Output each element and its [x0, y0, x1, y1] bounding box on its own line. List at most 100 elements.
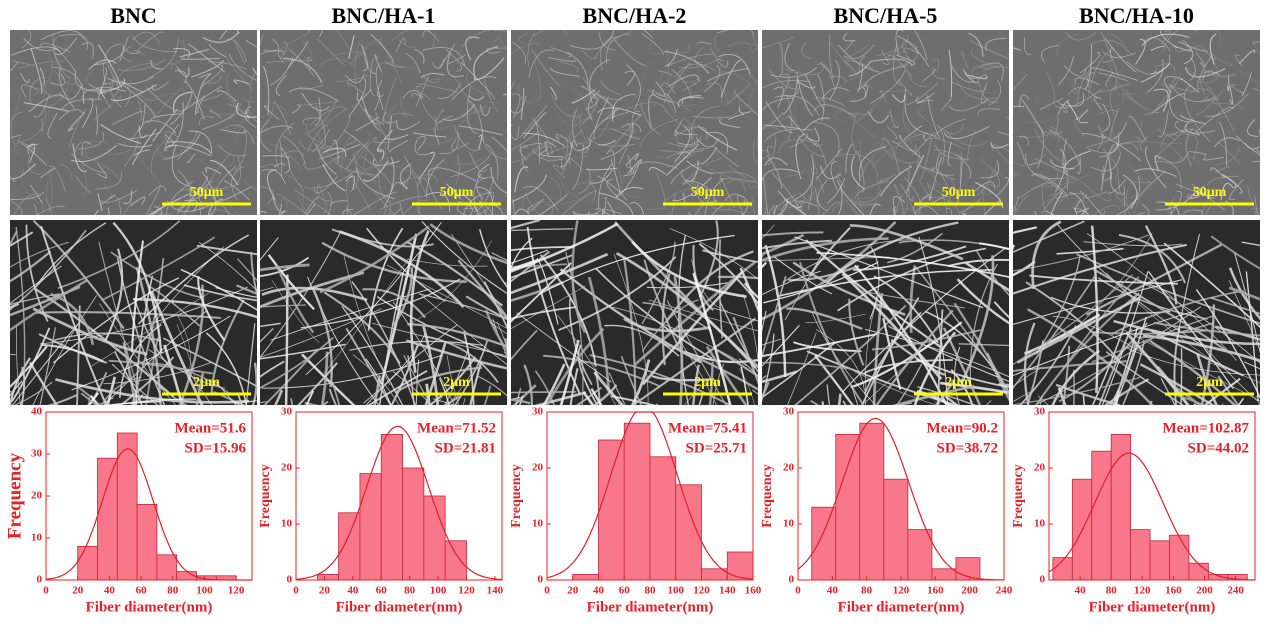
fiber — [10, 265, 62, 305]
fiber — [1016, 142, 1027, 165]
fiber — [420, 72, 445, 79]
fiber — [511, 126, 519, 140]
fiber — [600, 80, 622, 96]
fiber — [671, 193, 676, 215]
x-tick-label: 40 — [1075, 585, 1087, 597]
x-tick-label: 160 — [1165, 585, 1182, 597]
fiber — [784, 254, 823, 321]
fiber — [177, 193, 214, 211]
fiber — [958, 343, 1009, 347]
fiber — [1090, 225, 1099, 393]
fiber — [390, 345, 419, 405]
fiber — [820, 87, 850, 101]
fiber — [384, 61, 405, 69]
fiber — [627, 159, 642, 175]
fiber — [756, 133, 758, 150]
fiber — [312, 288, 333, 388]
fiber — [300, 278, 461, 329]
fiber — [1189, 56, 1196, 81]
fiber — [927, 182, 934, 202]
fiber — [280, 41, 288, 59]
fiber — [1013, 274, 1133, 366]
fiber — [579, 112, 589, 144]
fiber — [841, 272, 943, 380]
fiber — [740, 366, 749, 405]
fiber — [962, 69, 979, 84]
fiber — [1229, 85, 1234, 105]
x-tick-label: 80 — [861, 585, 873, 597]
fiber — [871, 145, 908, 169]
fiber — [476, 186, 494, 215]
fiber — [608, 372, 626, 405]
fiber — [1134, 120, 1143, 149]
fiber — [771, 172, 803, 213]
fiber — [103, 362, 212, 385]
fiber — [593, 371, 625, 405]
fiber — [732, 316, 758, 385]
fiber — [796, 80, 816, 89]
fiber — [114, 351, 143, 405]
x-tick-label: 200 — [961, 585, 978, 597]
fiber — [516, 312, 612, 383]
fiber — [217, 153, 233, 157]
fiber — [811, 311, 876, 405]
fiber — [344, 73, 365, 84]
fiber — [1081, 132, 1106, 139]
fiber — [1030, 173, 1068, 196]
fiber — [977, 77, 999, 103]
fiber — [267, 141, 302, 171]
fiber — [932, 66, 946, 80]
fiber — [711, 145, 739, 167]
fiber — [362, 288, 426, 319]
fiber — [607, 182, 639, 198]
fiber — [1159, 151, 1189, 164]
fiber — [1015, 133, 1054, 138]
y-tick-label: 10 — [783, 518, 795, 530]
fiber — [666, 48, 669, 88]
fiber — [473, 176, 493, 212]
fiber — [875, 174, 896, 183]
fiber — [582, 77, 623, 101]
fiber — [1175, 183, 1217, 197]
fiber — [400, 96, 408, 119]
y-tick-label: 20 — [281, 462, 293, 474]
fiber — [777, 76, 795, 89]
fiber — [1057, 99, 1070, 116]
bar — [1091, 450, 1112, 581]
x-tick-label: 20 — [319, 585, 331, 597]
fiber — [386, 264, 507, 329]
fiber — [223, 180, 250, 201]
fiber — [260, 304, 307, 308]
fiber — [430, 132, 462, 145]
fiber — [877, 89, 907, 92]
fiber — [990, 142, 1009, 149]
fiber — [274, 389, 284, 405]
fiber — [1074, 199, 1090, 213]
fiber — [667, 210, 671, 215]
fiber — [620, 123, 642, 133]
fiber — [451, 76, 497, 101]
fiber — [606, 179, 619, 198]
fiber — [872, 293, 884, 405]
fiber — [1228, 267, 1260, 321]
fiber — [869, 203, 881, 215]
fiber — [947, 258, 1009, 268]
fiber — [204, 74, 222, 84]
fiber — [547, 203, 554, 215]
fiber — [669, 74, 700, 87]
fiber — [40, 167, 55, 178]
fiber — [1201, 210, 1204, 215]
fiber — [897, 134, 924, 145]
fiber — [908, 73, 928, 88]
fiber — [1220, 182, 1234, 201]
fiber — [34, 222, 107, 289]
y-axis-label: Frequency — [509, 464, 524, 528]
sem-image: 50μm — [260, 30, 507, 215]
fiber — [150, 113, 181, 121]
fiber — [406, 339, 507, 370]
fiber — [596, 93, 615, 119]
fiber — [101, 376, 142, 405]
fiber — [1176, 155, 1201, 165]
fiber — [1115, 192, 1131, 209]
fiber — [260, 308, 382, 358]
